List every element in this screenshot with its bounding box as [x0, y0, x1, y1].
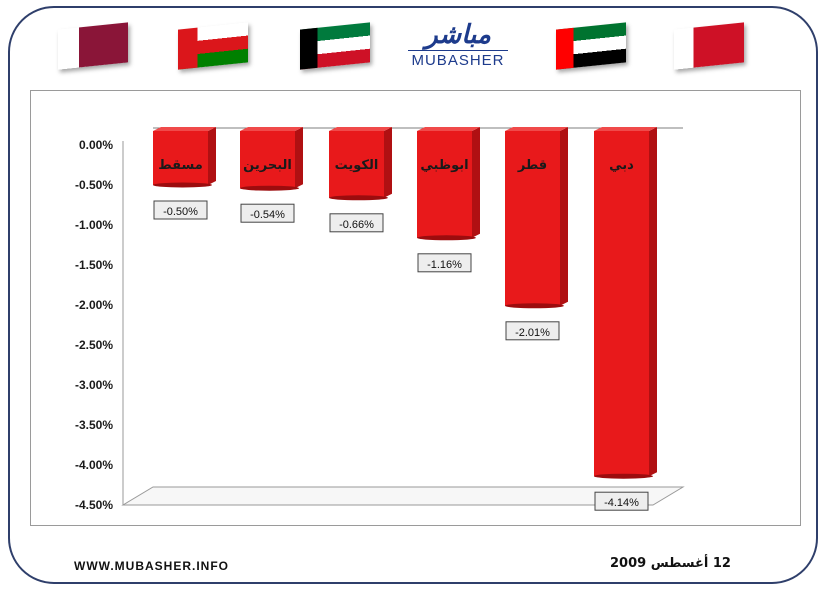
y-tick-label: -2.50%: [75, 338, 113, 352]
bar-top: [329, 127, 392, 131]
value-label-box: [505, 321, 560, 341]
chart-floor: [121, 486, 685, 506]
bar-side: [295, 127, 303, 189]
bar-side: [472, 127, 480, 238]
y-tick-label: -1.50%: [75, 258, 113, 272]
value-label: -2.01%: [515, 327, 550, 339]
value-label: -0.54%: [250, 209, 285, 221]
uae-flag: [556, 22, 626, 70]
bahrain-flag: [674, 22, 744, 70]
value-label: -4.14%: [604, 497, 639, 509]
category-label: ابوظبي: [420, 158, 468, 173]
bar: [240, 131, 295, 189]
bar-top: [417, 127, 480, 131]
logo-arabic: مباشر: [425, 20, 491, 50]
bar: [153, 131, 208, 185]
bar-top: [505, 127, 568, 131]
category-label: البحرين: [243, 158, 292, 173]
value-label-box: [153, 200, 208, 220]
y-tick-label: 0.00%: [79, 138, 113, 152]
oman-flag: [178, 22, 248, 70]
bar: [594, 131, 649, 477]
bar-bottom: [240, 185, 299, 191]
y-tick-label: -2.00%: [75, 298, 113, 312]
value-label: -0.66%: [339, 219, 374, 231]
category-label: قطر: [517, 158, 547, 173]
y-tick-label: -1.00%: [75, 218, 113, 232]
bar-chart: 0.00% -0.50% -1.00% -1.50% -2.00% -2.50% -3.00…: [75, 127, 685, 512]
date-text: 12 أغسطس 2009: [610, 556, 731, 571]
mubasher-logo: مباشر MUBASHER: [408, 20, 508, 80]
website-text: WWW.MUBASHER.INFO: [74, 559, 229, 573]
category-label: مسقط: [158, 158, 203, 173]
value-label-box: [329, 213, 384, 233]
y-tick-label: -3.50%: [75, 418, 113, 432]
bar-top: [153, 127, 216, 131]
bar-bottom: [505, 303, 564, 309]
bar: [329, 131, 384, 198]
bar-bottom: [329, 195, 388, 201]
y-tick-label: -4.00%: [75, 458, 113, 472]
kuwait-flag: [300, 22, 370, 70]
bar-top: [594, 127, 657, 131]
bar-side: [384, 127, 392, 198]
y-tick-label: -0.50%: [75, 178, 113, 192]
value-label-box: [594, 491, 649, 511]
bar: [417, 131, 472, 238]
logo-english: MUBASHER: [408, 50, 508, 69]
bar-side: [208, 127, 216, 185]
value-label: -0.50%: [163, 206, 198, 218]
bar-top: [240, 127, 303, 131]
bar: [505, 131, 560, 306]
chart-panel: 0.00% -0.50% -1.00% -1.50% -2.00% -2.50% -3.00…: [30, 90, 801, 526]
category-label: دبي: [609, 158, 634, 173]
bar-side: [649, 127, 657, 477]
y-tick-label: -3.00%: [75, 378, 113, 392]
qatar-flag: [58, 22, 128, 70]
bar-bottom: [417, 235, 476, 241]
value-label: -1.16%: [427, 259, 462, 271]
bar-bottom: [153, 182, 212, 188]
value-label-box: [417, 253, 472, 273]
category-label: الكويت: [335, 158, 379, 173]
value-label-box: [240, 203, 295, 223]
bar-side: [560, 127, 568, 306]
y-tick-label: -4.50%: [75, 498, 113, 512]
bar-bottom: [594, 473, 653, 479]
